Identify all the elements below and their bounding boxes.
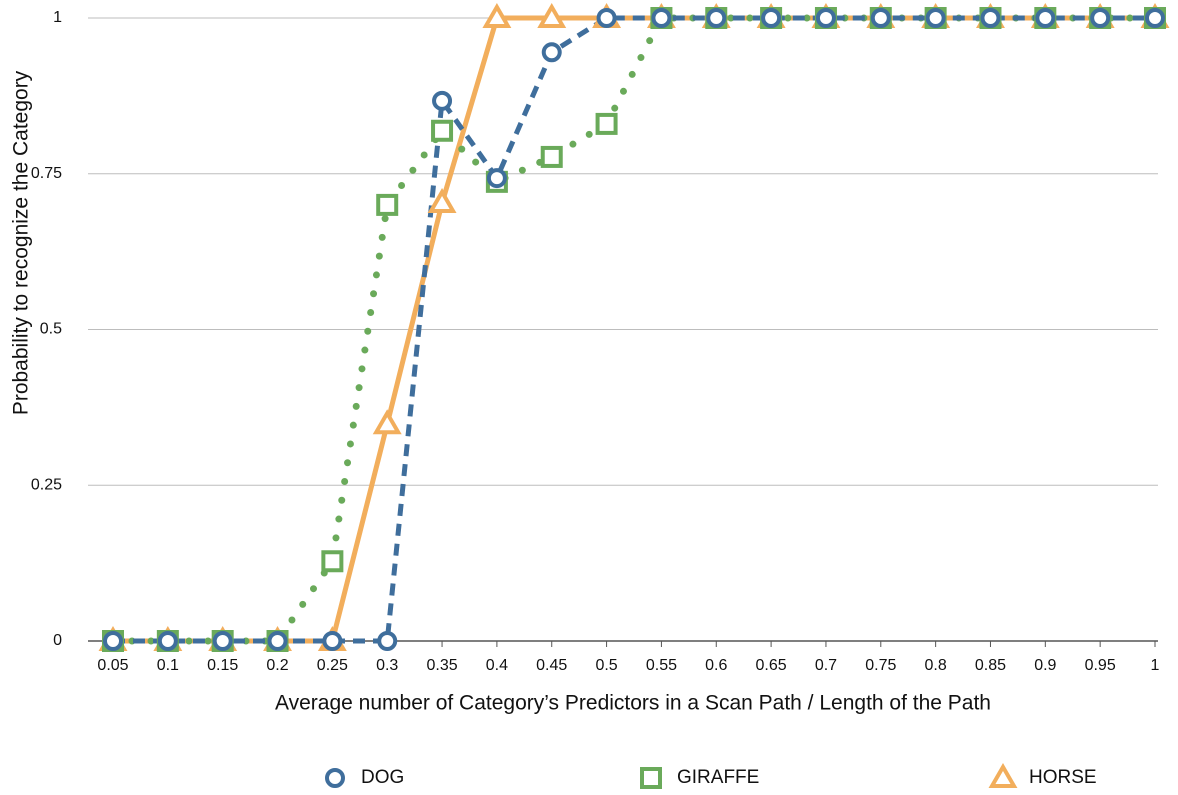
y-axis-label: Probability to recognize the Category (10, 70, 33, 415)
point (870, 8, 891, 28)
point (651, 8, 672, 28)
point (322, 631, 343, 651)
point (596, 8, 617, 28)
point (377, 631, 398, 651)
legend-marker (640, 767, 662, 789)
point (212, 631, 233, 651)
point (157, 631, 178, 651)
x-tick-label: 0.25 (317, 657, 348, 674)
x-tick-label: 0.6 (705, 657, 727, 674)
point (432, 90, 453, 111)
point (541, 42, 562, 63)
y-tick-label: 0.75 (31, 165, 62, 182)
x-tick-label: 0.05 (97, 657, 128, 674)
y-tick-label: 1 (53, 9, 62, 26)
x-tick-label: 0.8 (925, 657, 947, 674)
point (1145, 8, 1165, 28)
y-tick-label: 0.5 (40, 321, 62, 338)
point (1090, 8, 1111, 28)
point (372, 409, 402, 435)
point (595, 112, 618, 135)
x-tick-label: 0.1 (157, 657, 179, 674)
point (980, 8, 1001, 28)
x-tick-label: 0.15 (207, 657, 238, 674)
x-tick-label: 0.55 (646, 657, 677, 674)
legend-text: GIRAFFE (677, 767, 759, 788)
x-tick-label: 0.9 (1034, 657, 1056, 674)
legend-text: DOG (361, 767, 404, 788)
x-tick-label: 0.3 (376, 657, 398, 674)
x-tick-label: 0.5 (595, 657, 617, 674)
y-tick-label: 0.25 (31, 476, 62, 493)
point (537, 3, 567, 28)
point (321, 550, 344, 573)
x-tick-label: 0.75 (865, 657, 896, 674)
point (815, 8, 836, 28)
x-tick-label: 0.95 (1085, 657, 1116, 674)
point (431, 119, 454, 142)
point (267, 631, 288, 651)
legend-marker (988, 763, 1018, 788)
x-tick-label: 0.85 (975, 657, 1006, 674)
point (482, 3, 512, 28)
x-tick-label: 0.65 (756, 657, 787, 674)
x-tick-label: 0.4 (486, 657, 508, 674)
point (376, 193, 399, 216)
point (103, 631, 123, 651)
y-tick-label: 0 (53, 632, 62, 649)
x-axis-label: Average number of Category’s Predictors … (275, 692, 991, 715)
legend-text: HORSE (1029, 767, 1097, 788)
x-tick-label: 1 (1151, 657, 1160, 674)
point (486, 168, 507, 189)
x-tick-label: 0.35 (426, 657, 457, 674)
point (1035, 8, 1056, 28)
legend-marker (325, 768, 345, 788)
point (540, 145, 563, 168)
point (761, 8, 782, 28)
point (706, 8, 727, 28)
x-tick-label: 0.2 (266, 657, 288, 674)
point (925, 8, 946, 28)
x-tick-label: 0.7 (815, 657, 837, 674)
x-tick-label: 0.45 (536, 657, 567, 674)
point (427, 188, 457, 214)
